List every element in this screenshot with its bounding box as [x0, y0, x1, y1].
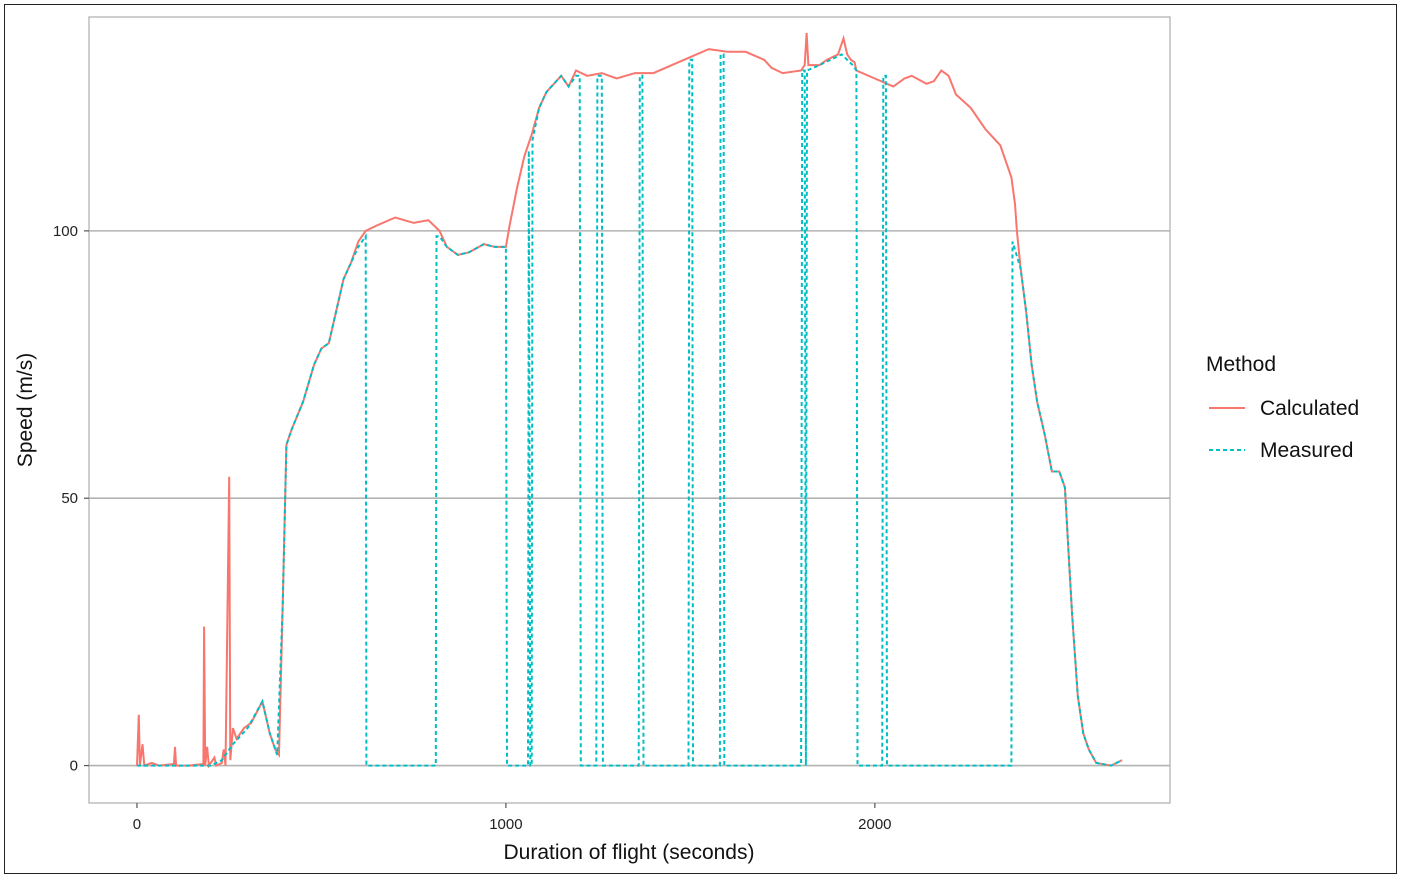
legend-label-calculated: Calculated [1260, 397, 1359, 420]
series-layer [136, 32, 1123, 769]
x-tick-label-1000: 1000 [489, 816, 522, 833]
legend-title: Method [1206, 353, 1276, 376]
y-tick-label-0: 0 [70, 758, 78, 775]
series-line-measured [137, 53, 1123, 767]
plot-panel [88, 16, 1171, 804]
x-axis-title: Duration of flight (seconds) [504, 841, 755, 864]
y-tick-label-100: 100 [53, 223, 78, 240]
y-axis-title: Speed (m/s) [14, 353, 37, 467]
x-tick-labels: 0 1000 2000 [133, 816, 892, 833]
x-tick-label-0: 0 [133, 816, 141, 833]
legend: Method Calculated Measured [1206, 353, 1359, 462]
y-tick-label-50: 50 [61, 490, 78, 507]
axis-ticks [84, 230, 876, 808]
legend-label-measured: Measured [1260, 439, 1353, 462]
x-tick-label-2000: 2000 [858, 816, 891, 833]
y-tick-labels: 0 50 100 [53, 223, 78, 775]
